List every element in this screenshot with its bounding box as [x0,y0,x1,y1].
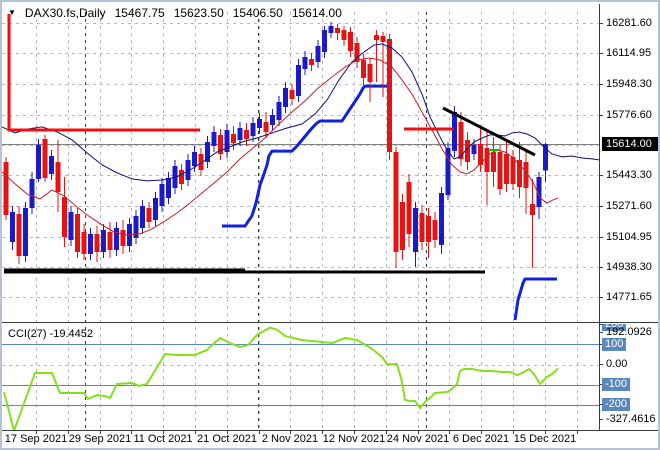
cci-level-lines [2,344,599,406]
step-line [513,277,557,321]
ma-fast-line [2,43,599,182]
indicator-label: CCI(27) -19.4452 [8,328,93,340]
cci-axis-label: 0.00 [606,358,628,370]
cci-axis-label: -327.4616 [606,413,656,425]
time-axis-label: 12 Nov 2021 [322,433,386,445]
price-axis-label: 15443.30 [606,169,652,182]
time-axis-label: 15 Dec 2021 [513,433,577,445]
cci-axis-label: 192.0926 [606,326,652,338]
panel-borders [2,4,658,434]
price-axis-label: 16114.95 [606,47,652,60]
cci-level-tag: 100 [602,338,627,351]
price-axis: 16281.60 16114.95 15948.30 15776.60 15443.30… [601,12,658,322]
time-axis-label: 29 Sep 2021 [68,433,132,445]
chart-title[interactable]: ▼ DAX30.fs,Daily 15467.75 15623.50 15406… [8,6,342,20]
ohlc-low: 15406.50 [232,6,283,20]
time-axis-label: 21 Oct 2021 [197,433,257,445]
time-axis-label: 24 Nov 2021 [386,433,450,445]
time-axis-label: 6 Dec 2021 [452,433,510,445]
ohlc-high: 15623.50 [173,6,224,20]
time-axis-label: 17 Sep 2021 [4,433,68,445]
price-axis-label: 14938.30 [606,260,652,273]
cci-line [3,326,559,430]
indicator-axis: 200 192.0926 100 0.00 -100 -200 -327.4616 [601,324,658,430]
cci-level-tag: -200 [602,398,631,411]
symbol-label: DAX30.fs,Daily [24,6,106,20]
cci-level-tag: -100 [602,378,631,391]
step-line [222,84,389,228]
ohlc-close: 15614.00 [291,6,342,20]
time-axis-label: 11 Oct 2021 [133,433,193,445]
dropdown-icon[interactable]: ▼ [8,8,16,17]
red-resistance-left[interactable] [7,14,200,132]
ohlc-open: 15467.75 [114,6,165,20]
ma-slow-line [2,57,559,236]
cci-level-tag: 200 [602,324,627,331]
price-axis-label: 16281.60 [606,17,652,29]
price-axis-label: 15104.95 [606,230,652,243]
price-axis-label: 15776.60 [606,108,652,121]
black-trendline[interactable] [442,106,536,157]
price-axis-label: 15948.30 [606,77,652,90]
time-axis: 17 Sep 2021 29 Sep 2021 11 Oct 2021 21 Oct … [2,431,600,448]
time-axis-label: 2 Nov 2021 [261,433,319,445]
price-axis-label: 15271.60 [606,200,652,213]
current-price-tag: 15614.00 [602,137,658,152]
price-axis-label: 14771.65 [606,291,652,304]
